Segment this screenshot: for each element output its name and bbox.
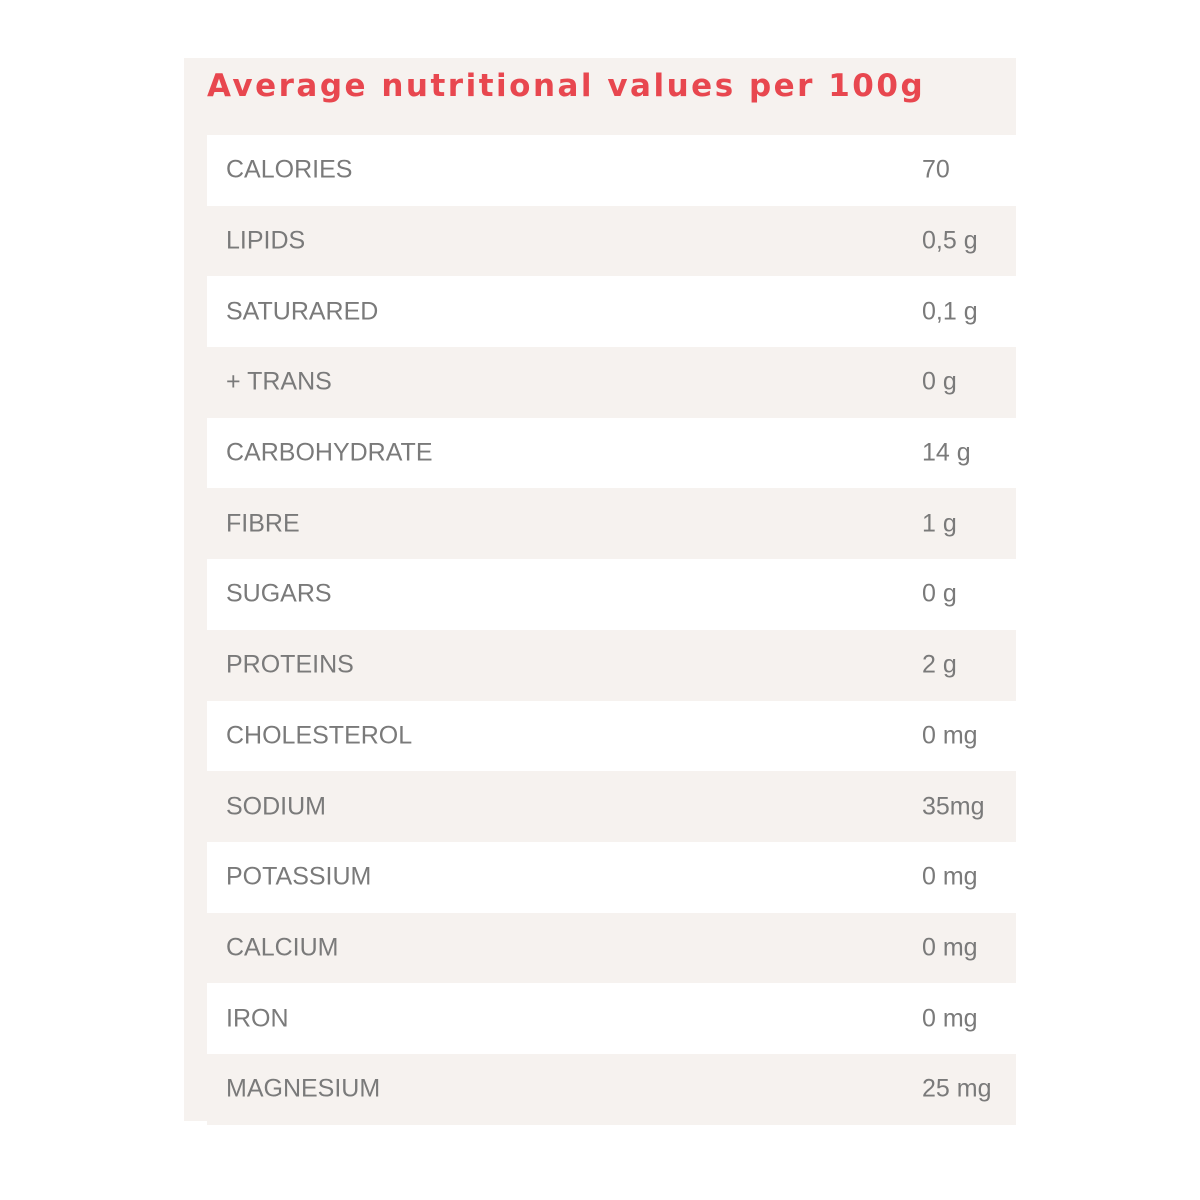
table-row-cholesterol: CHOLESTEROL 0 mg bbox=[207, 700, 1016, 772]
row-value: 0 mg bbox=[922, 721, 978, 750]
row-label: + TRANS bbox=[226, 367, 332, 396]
row-label: CALORIES bbox=[226, 155, 353, 184]
table-row-trans: + TRANS 0 g bbox=[207, 347, 1016, 418]
row-label: CALCIUM bbox=[226, 933, 339, 962]
row-label: LIPIDS bbox=[226, 226, 306, 255]
table-row-lipids: LIPIDS 0,5 g bbox=[207, 205, 1016, 277]
nutrition-title: Average nutritional values per 100g bbox=[207, 68, 926, 104]
table-row-fibre: FIBRE 1 g bbox=[207, 488, 1016, 560]
row-label: FIBRE bbox=[226, 509, 300, 538]
table-row-saturated: SATURARED 0,1 g bbox=[207, 276, 1016, 348]
row-value: 14 g bbox=[922, 438, 971, 467]
row-value: 2 g bbox=[922, 650, 957, 679]
table-row-magnesium: MAGNESIUM 25 mg bbox=[207, 1053, 1016, 1125]
row-value: 1 g bbox=[922, 509, 957, 538]
table-row-potassium: POTASSIUM 0 mg bbox=[207, 841, 1016, 913]
row-value: 0 mg bbox=[922, 933, 978, 962]
row-label: SUGARS bbox=[226, 579, 332, 608]
row-value: 0,1 g bbox=[922, 297, 978, 326]
nutrition-panel: Average nutritional values per 100g CALO… bbox=[184, 58, 1016, 1125]
table-row-proteins: PROTEINS 2 g bbox=[207, 629, 1016, 701]
nutrition-table: CALORIES 70 LIPIDS 0,5 g SATURARED 0,1 g… bbox=[207, 135, 1016, 1125]
table-row-carbohydrate: CARBOHYDRATE 14 g bbox=[207, 417, 1016, 489]
row-label: SODIUM bbox=[226, 792, 326, 821]
row-label: CHOLESTEROL bbox=[226, 721, 413, 750]
row-label: PROTEINS bbox=[226, 650, 354, 679]
table-row-calcium: CALCIUM 0 mg bbox=[207, 912, 1016, 984]
row-label: CARBOHYDRATE bbox=[226, 438, 433, 467]
row-value: 35mg bbox=[922, 792, 985, 821]
row-value: 70 bbox=[922, 155, 950, 184]
row-value: 0 mg bbox=[922, 1004, 978, 1033]
row-value: 0,5 g bbox=[922, 226, 978, 255]
table-row-iron: IRON 0 mg bbox=[207, 983, 1016, 1054]
row-value: 0 g bbox=[922, 367, 957, 396]
row-label: MAGNESIUM bbox=[226, 1074, 381, 1103]
row-value: 0 g bbox=[922, 579, 957, 608]
row-value: 25 mg bbox=[922, 1074, 992, 1103]
table-row-sodium: SODIUM 35mg bbox=[207, 771, 1016, 842]
table-row-sugars: SUGARS 0 g bbox=[207, 559, 1016, 630]
table-row-calories: CALORIES 70 bbox=[207, 135, 1016, 206]
row-value: 0 mg bbox=[922, 862, 978, 891]
row-label: IRON bbox=[226, 1004, 289, 1033]
row-label: POTASSIUM bbox=[226, 862, 372, 891]
row-label: SATURARED bbox=[226, 297, 379, 326]
